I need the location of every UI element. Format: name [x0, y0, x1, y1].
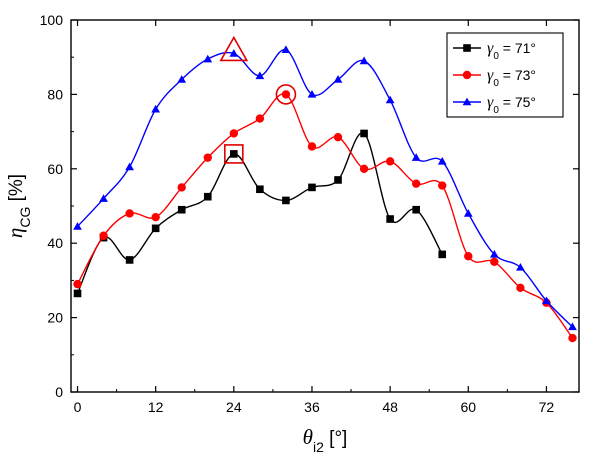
data-point: [99, 194, 108, 202]
legend: γ0 = 71° γ0 = 73° γ0 = 75°: [446, 32, 564, 118]
data-point: [308, 183, 316, 192]
x-tick-label: 72: [539, 399, 555, 415]
highlight-circle: [275, 84, 297, 105]
legend-marker: [462, 70, 472, 80]
data-point: [177, 205, 186, 214]
data-point: [203, 153, 212, 162]
data-point: [464, 252, 473, 261]
data-point: [333, 132, 343, 142]
data-point: [359, 56, 369, 65]
data-point: [568, 322, 577, 331]
y-tick-label: 100: [40, 12, 64, 28]
series-layer: [73, 45, 577, 343]
data-point: [177, 75, 187, 83]
legend-label: γ0 = 71°: [487, 40, 536, 62]
data-point: [281, 90, 291, 99]
data-point: [411, 153, 421, 161]
data-point: [230, 150, 238, 158]
data-point: [333, 75, 343, 83]
series-circle: [73, 90, 577, 343]
series-triangle: [73, 45, 577, 331]
y-axis: 0 20 40 60 80 100: [40, 12, 579, 400]
x-tick-label: 60: [460, 399, 476, 415]
data-point: [282, 196, 290, 205]
highlight-layer: [219, 35, 297, 164]
y-tick-label: 40: [47, 235, 63, 251]
data-point: [385, 157, 395, 166]
y-tick-label: 0: [55, 384, 63, 400]
data-point: [438, 181, 447, 190]
data-point: [463, 209, 473, 217]
data-point: [568, 333, 577, 343]
x-axis-title: θi2 [°]: [303, 425, 348, 455]
data-point: [203, 54, 213, 63]
data-point: [359, 164, 369, 173]
series-line: [77, 49, 573, 328]
data-point: [99, 231, 108, 240]
data-point: [73, 279, 82, 289]
data-point: [334, 176, 342, 184]
data-point: [151, 212, 160, 222]
data-point: [229, 129, 239, 138]
data-point: [177, 183, 186, 192]
x-axis: 0 12 24 36 48 60 72: [74, 20, 555, 415]
data-point: [360, 129, 368, 138]
x-tick-label: 36: [304, 399, 320, 415]
x-tick-label: 12: [148, 399, 164, 415]
y-tick-label: 20: [47, 310, 63, 326]
data-point: [203, 192, 212, 201]
x-tick-label: 48: [382, 399, 398, 415]
data-point: [255, 71, 265, 80]
data-point: [255, 114, 265, 123]
y-tick-label: 60: [47, 161, 63, 177]
data-point: [151, 224, 160, 233]
data-point: [125, 162, 134, 171]
data-point: [125, 209, 134, 218]
legend-entry: γ0 = 73°: [453, 67, 536, 89]
highlight-triangle: [219, 35, 249, 62]
data-point: [307, 142, 317, 151]
data-point: [516, 283, 525, 293]
legend-entry: γ0 = 75°: [453, 94, 536, 116]
data-point: [386, 215, 394, 223]
data-point: [490, 257, 499, 266]
legend-entry: γ0 = 71°: [453, 40, 536, 62]
y-axis-title: ηCG [%]: [3, 174, 33, 238]
data-point: [73, 222, 82, 230]
data-point: [437, 156, 447, 165]
x-tick-label: 0: [74, 399, 82, 415]
data-point: [73, 289, 82, 298]
x-tick-label: 24: [226, 399, 242, 415]
data-point: [151, 104, 161, 113]
data-point: [411, 179, 421, 188]
data-point: [229, 49, 239, 57]
legend-label: γ0 = 73°: [487, 67, 536, 89]
data-point: [125, 256, 134, 264]
highlight-square: [224, 144, 244, 164]
data-point: [489, 249, 499, 258]
data-point: [542, 296, 551, 305]
y-tick-label: 80: [47, 86, 63, 102]
series-square: [73, 129, 447, 298]
data-point: [412, 205, 420, 214]
data-point: [256, 185, 264, 194]
data-point: [438, 250, 447, 259]
legend-label: γ0 = 75°: [487, 94, 536, 116]
data-point: [281, 45, 291, 54]
legend-marker: [463, 44, 471, 52]
data-point: [516, 263, 525, 271]
data-point: [307, 90, 317, 98]
data-point: [385, 95, 395, 104]
legend-marker: [462, 97, 472, 106]
